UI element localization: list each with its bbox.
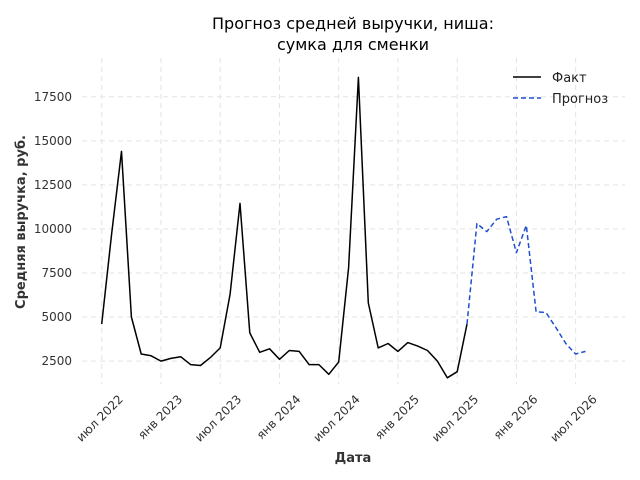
y-axis-label: Средняя выручка, руб. xyxy=(14,135,29,309)
y-axis-ticks: 2500 5000 7500 10000 12500 15000 17500 xyxy=(34,90,72,368)
y-tick-label: 7500 xyxy=(41,266,72,280)
legend-label-fact: Факт xyxy=(552,71,587,86)
chart-title-line-2: сумка для сменки xyxy=(277,35,429,54)
y-tick-label: 15000 xyxy=(34,134,72,148)
y-tick-label: 10000 xyxy=(34,222,72,236)
y-tick-label: 2500 xyxy=(41,354,72,368)
x-axis-label: Дата xyxy=(335,451,372,466)
chart-title-line-1: Прогноз средней выручки, ниша: xyxy=(212,14,494,33)
y-tick-label: 17500 xyxy=(34,90,72,104)
legend-label-forecast: Прогноз xyxy=(552,92,608,107)
series-lines xyxy=(100,76,586,379)
series-line-fact xyxy=(100,76,468,379)
series-line-forecast xyxy=(466,215,586,355)
legend: Факт Прогноз xyxy=(513,71,608,107)
y-tick-label: 5000 xyxy=(41,310,72,324)
y-tick-label: 12500 xyxy=(34,178,72,192)
